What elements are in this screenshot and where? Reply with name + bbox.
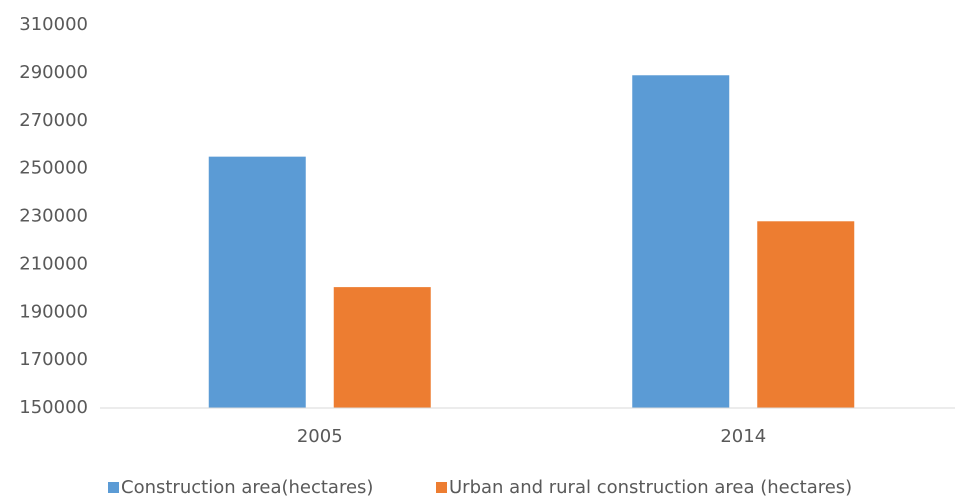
bar bbox=[757, 221, 855, 408]
legend-swatch bbox=[108, 482, 119, 493]
x-tick-label: 2014 bbox=[720, 426, 766, 447]
y-tick-label: 290000 bbox=[19, 62, 88, 83]
y-tick-label: 230000 bbox=[19, 206, 88, 227]
legend-label: Construction area(hectares) bbox=[121, 477, 373, 498]
y-tick-label: 150000 bbox=[19, 397, 88, 418]
y-tick-label: 250000 bbox=[19, 158, 88, 179]
bar bbox=[333, 287, 431, 408]
legend-swatch bbox=[436, 482, 447, 493]
y-tick-label: 210000 bbox=[19, 253, 88, 274]
y-tick-label: 270000 bbox=[19, 110, 88, 131]
y-tick-label: 170000 bbox=[19, 349, 88, 370]
y-tick-label: 190000 bbox=[19, 301, 88, 322]
x-tick-label: 2005 bbox=[297, 426, 343, 447]
bar bbox=[208, 156, 306, 408]
legend-label: Urban and rural construction area (hecta… bbox=[449, 477, 852, 498]
bar bbox=[632, 75, 730, 409]
y-tick-label: 310000 bbox=[19, 14, 88, 35]
